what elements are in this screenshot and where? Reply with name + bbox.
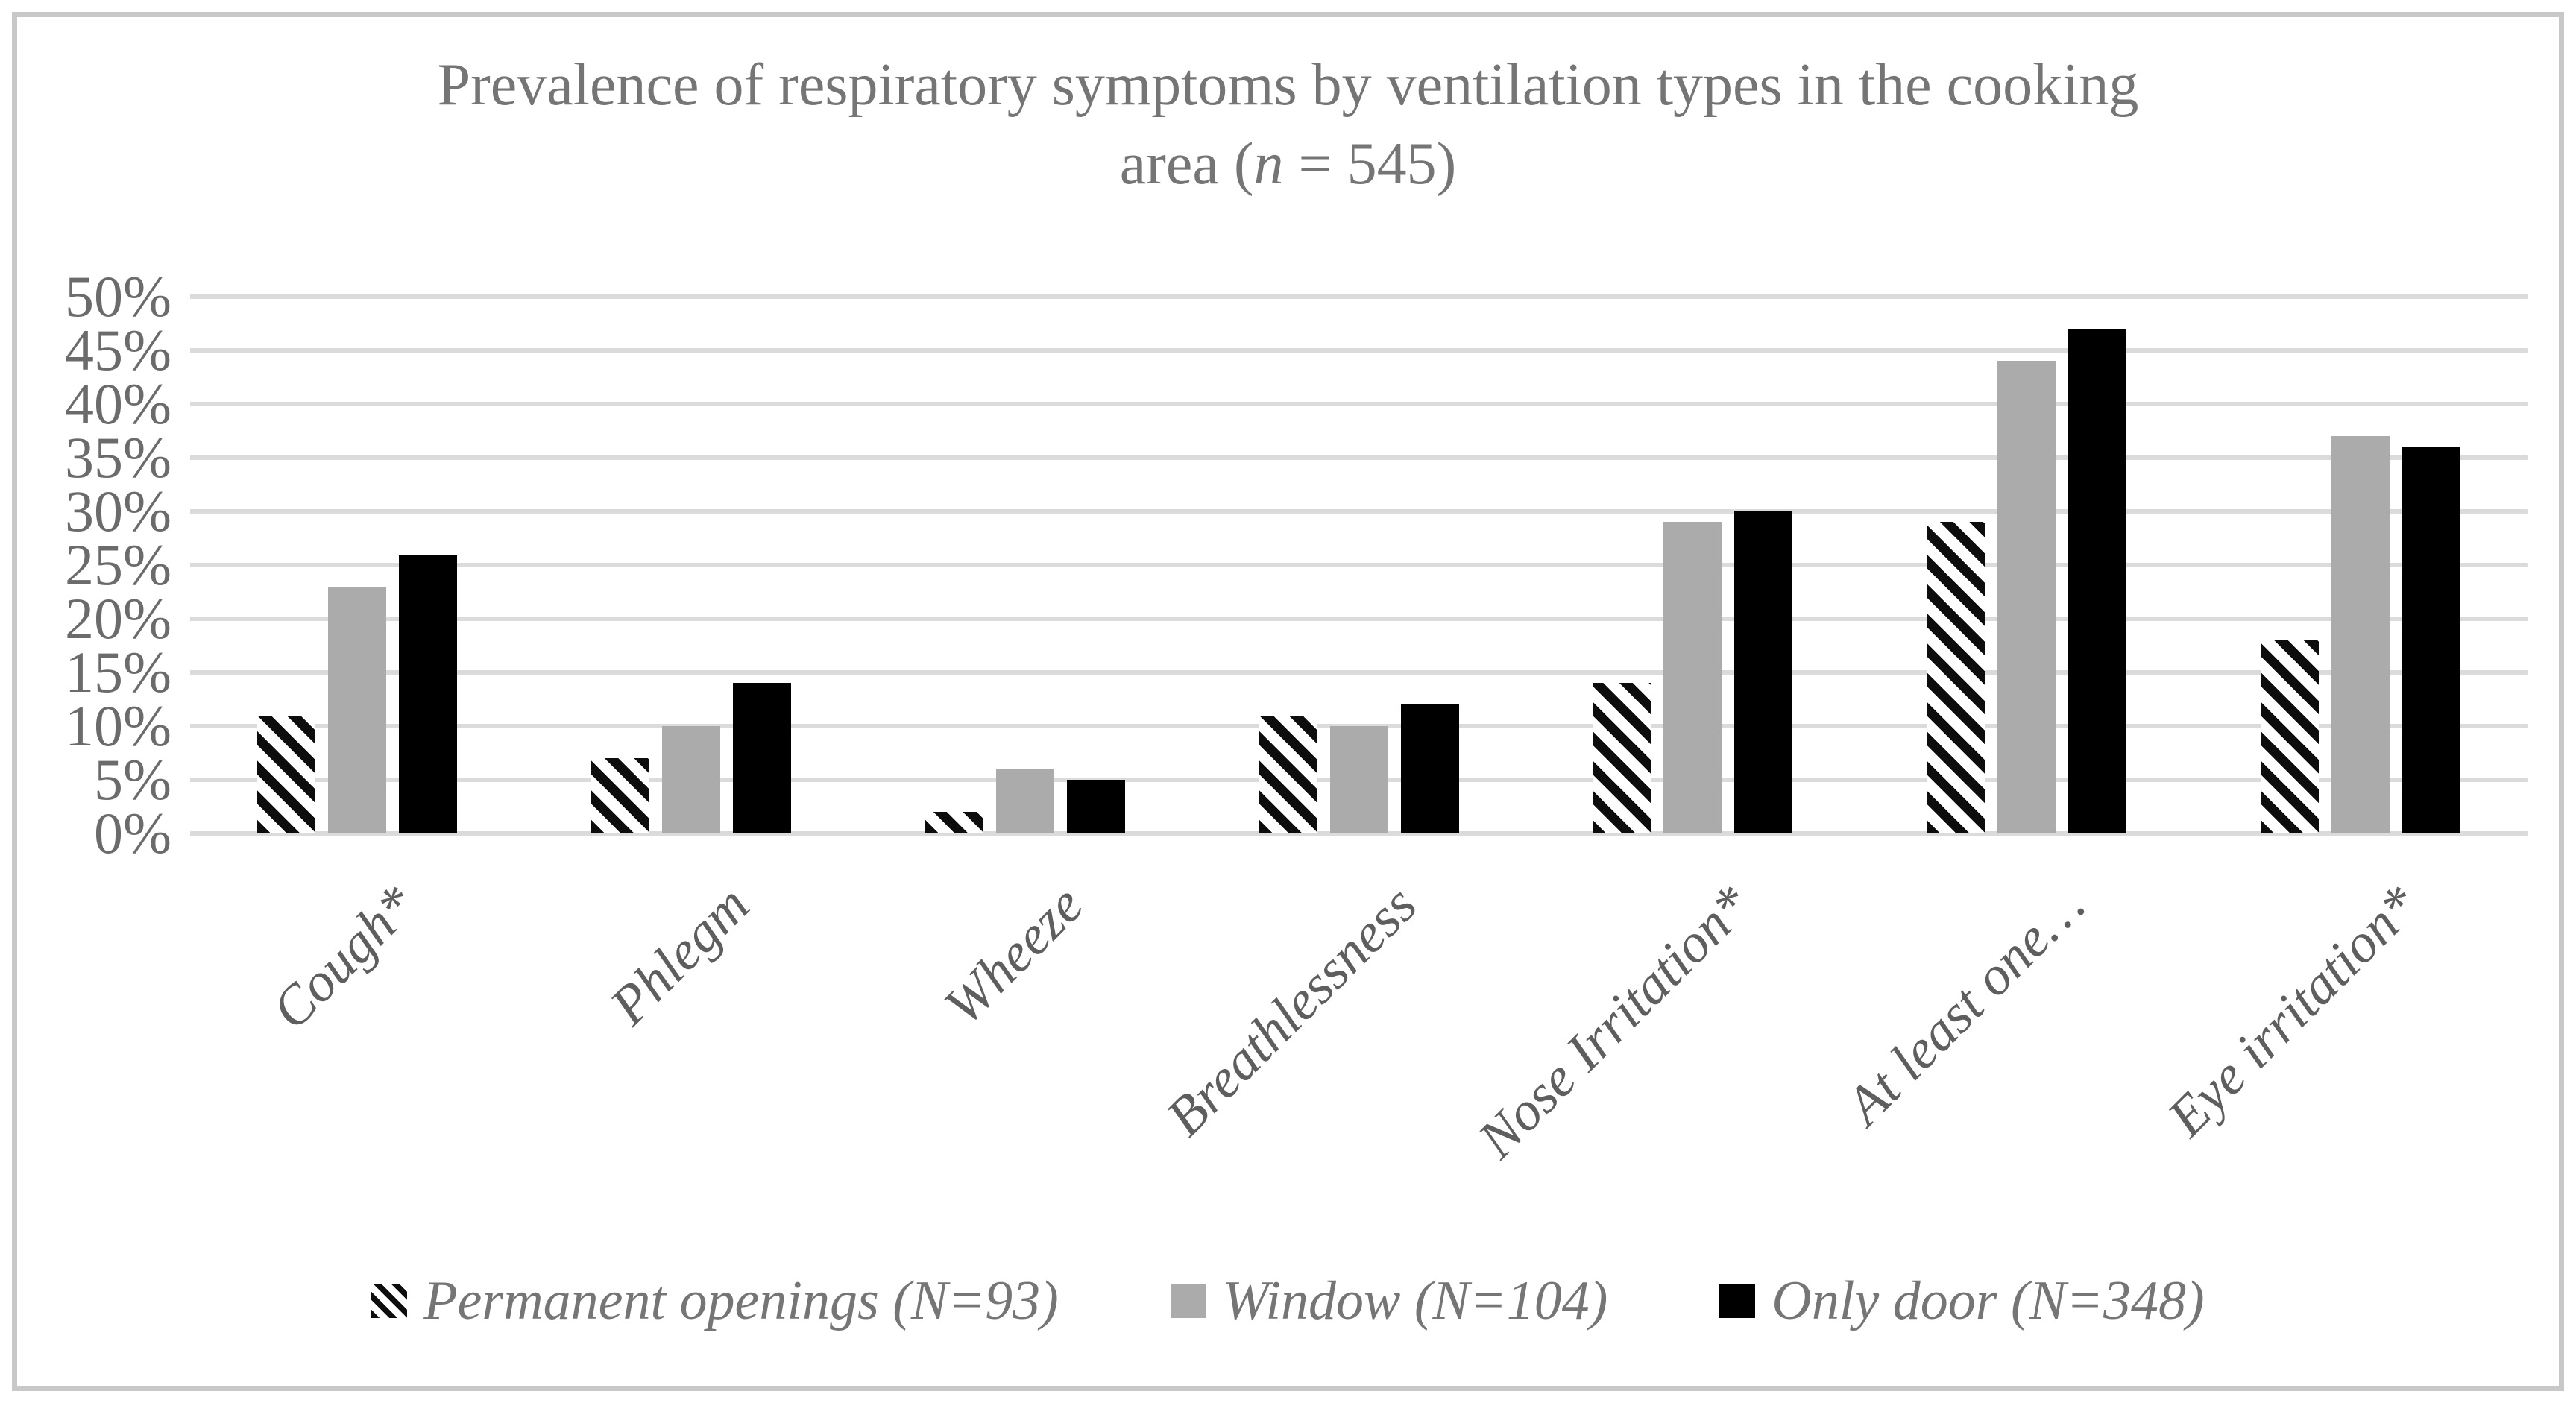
- x-axis-category-label: Nose Irritation*: [1467, 874, 1763, 1170]
- legend-label: Only door (N=348): [1772, 1270, 2205, 1331]
- y-axis-tick-label: 20%: [65, 586, 171, 651]
- bar-group: [190, 297, 524, 833]
- bar-black: [2068, 329, 2127, 833]
- y-axis-tick-label: 30%: [65, 479, 171, 543]
- bar-group: [2194, 297, 2528, 833]
- gridline: [190, 455, 2528, 460]
- y-axis-tick-label: 35%: [65, 425, 171, 490]
- legend-item-black: Only door (N=348): [1719, 1270, 2205, 1333]
- bar-black: [1400, 704, 1459, 833]
- bar-cluster: [2261, 436, 2461, 833]
- y-axis-tick-label: 45%: [65, 318, 171, 382]
- bar-gray: [1329, 726, 1388, 833]
- bar-gray: [2331, 436, 2390, 833]
- bar-group: [1192, 297, 1526, 833]
- bar-gray: [327, 586, 386, 833]
- x-axis-category-label: Phlegm: [598, 874, 761, 1037]
- y-axis-tick-label: 5%: [94, 747, 171, 812]
- bar-cluster: [1927, 329, 2127, 833]
- gridline: [190, 831, 2528, 836]
- gridline: [190, 348, 2528, 353]
- bar-cluster: [1259, 704, 1459, 833]
- legend-item-hatched: Permanent openings (N=93): [371, 1270, 1059, 1333]
- y-axis-tick-label: 0%: [94, 801, 171, 866]
- chart-title-n-variable: n: [1253, 130, 1284, 197]
- bar-cluster: [591, 683, 791, 833]
- bar-hatched: [1927, 522, 1985, 833]
- bar-gray: [1663, 522, 1722, 833]
- bar-group: [858, 297, 1192, 833]
- gridline: [190, 670, 2528, 675]
- chart-title: Prevalence of respiratory symptoms by ve…: [134, 46, 2442, 204]
- bar-gray: [1997, 361, 2056, 833]
- bar-black: [2402, 447, 2461, 833]
- legend-swatch-gray: [1170, 1284, 1206, 1318]
- legend-swatch-hatched: [371, 1284, 408, 1318]
- bar-group: [1525, 297, 1859, 833]
- bar-black: [1066, 780, 1125, 833]
- x-axis-category-label: Cough*: [259, 874, 427, 1041]
- chart-legend: Permanent openings (N=93) Window (N=104) O…: [0, 1264, 2576, 1338]
- bar-hatched: [925, 812, 983, 833]
- x-axis-category-label: Wheeze: [932, 874, 1095, 1037]
- bar-gray: [995, 769, 1054, 833]
- y-axis-tick-label: 10%: [65, 693, 171, 758]
- chart-title-line2: area (n = 545): [1119, 130, 1457, 197]
- bar-group: [1859, 297, 2194, 833]
- legend-label: Window (N=104): [1222, 1270, 1608, 1331]
- legend-label: Permanent openings (N=93): [423, 1270, 1059, 1331]
- x-axis-category-label: Eye irritation*: [2156, 874, 2431, 1149]
- bar-black: [732, 683, 791, 833]
- y-axis-tick-labels: 0% 5% 10% 15% 20% 25% 30% 35% 40% 45% 50%: [30, 264, 171, 866]
- bar-cluster: [925, 769, 1125, 833]
- x-axis-category-label: Breathlessness: [1155, 874, 1429, 1148]
- gridline: [190, 563, 2528, 567]
- y-axis-tick-label: 40%: [65, 371, 171, 436]
- bar-hatched: [256, 715, 315, 833]
- bar-hatched: [1259, 715, 1317, 833]
- bar-groups: [190, 297, 2528, 833]
- gridline: [190, 617, 2528, 621]
- chart-title-line1: Prevalence of respiratory symptoms by ve…: [437, 52, 2139, 118]
- bar-black: [1734, 511, 1793, 833]
- gridline: [190, 294, 2528, 299]
- bar-cluster: [256, 554, 457, 833]
- bar-hatched: [2261, 640, 2320, 833]
- bar-hatched: [591, 758, 649, 833]
- bar-black: [398, 554, 457, 833]
- gridline: [190, 402, 2528, 406]
- y-axis-tick-label: 50%: [65, 264, 171, 329]
- bar-hatched: [1593, 683, 1651, 833]
- bar-group: [524, 297, 858, 833]
- legend-item-gray: Window (N=104): [1170, 1270, 1608, 1333]
- bar-gray: [661, 726, 720, 833]
- y-axis-tick-label: 25%: [65, 532, 171, 597]
- gridline: [190, 509, 2528, 514]
- legend-swatch-black: [1719, 1284, 1756, 1318]
- bar-cluster: [1593, 511, 1793, 833]
- x-axis-category-label: At least one…: [1834, 874, 2097, 1137]
- y-axis-tick-label: 15%: [65, 640, 171, 704]
